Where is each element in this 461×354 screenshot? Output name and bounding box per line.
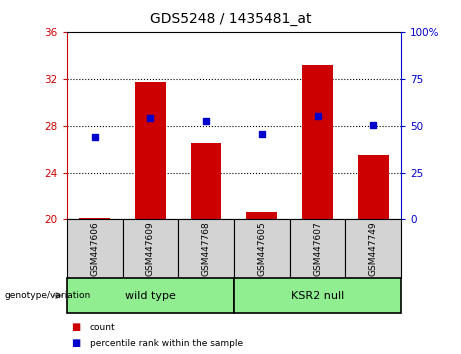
Text: percentile rank within the sample: percentile rank within the sample	[90, 339, 243, 348]
Text: ■: ■	[71, 338, 81, 348]
Text: GSM447749: GSM447749	[369, 221, 378, 276]
Text: KSR2 null: KSR2 null	[291, 291, 344, 301]
Text: wild type: wild type	[125, 291, 176, 301]
Bar	[79, 218, 110, 219]
Bar	[123, 219, 178, 278]
Bar	[358, 155, 389, 219]
Bar	[67, 219, 123, 278]
Bar	[191, 143, 221, 219]
Bar	[234, 278, 401, 313]
Text: GSM447606: GSM447606	[90, 221, 99, 276]
Bar	[290, 219, 345, 278]
Text: GDS5248 / 1435481_at: GDS5248 / 1435481_at	[150, 12, 311, 27]
Text: ■: ■	[71, 322, 81, 332]
Text: GSM447609: GSM447609	[146, 221, 155, 276]
Bar	[67, 278, 234, 313]
Text: count: count	[90, 323, 116, 332]
Text: GSM447607: GSM447607	[313, 221, 322, 276]
Bar	[302, 65, 333, 219]
Bar	[178, 219, 234, 278]
Bar	[135, 82, 165, 219]
Text: GSM447605: GSM447605	[257, 221, 266, 276]
Bar	[234, 219, 290, 278]
Text: genotype/variation: genotype/variation	[5, 291, 91, 300]
Bar	[247, 212, 277, 219]
Text: GSM447768: GSM447768	[201, 221, 211, 276]
Bar	[345, 219, 401, 278]
